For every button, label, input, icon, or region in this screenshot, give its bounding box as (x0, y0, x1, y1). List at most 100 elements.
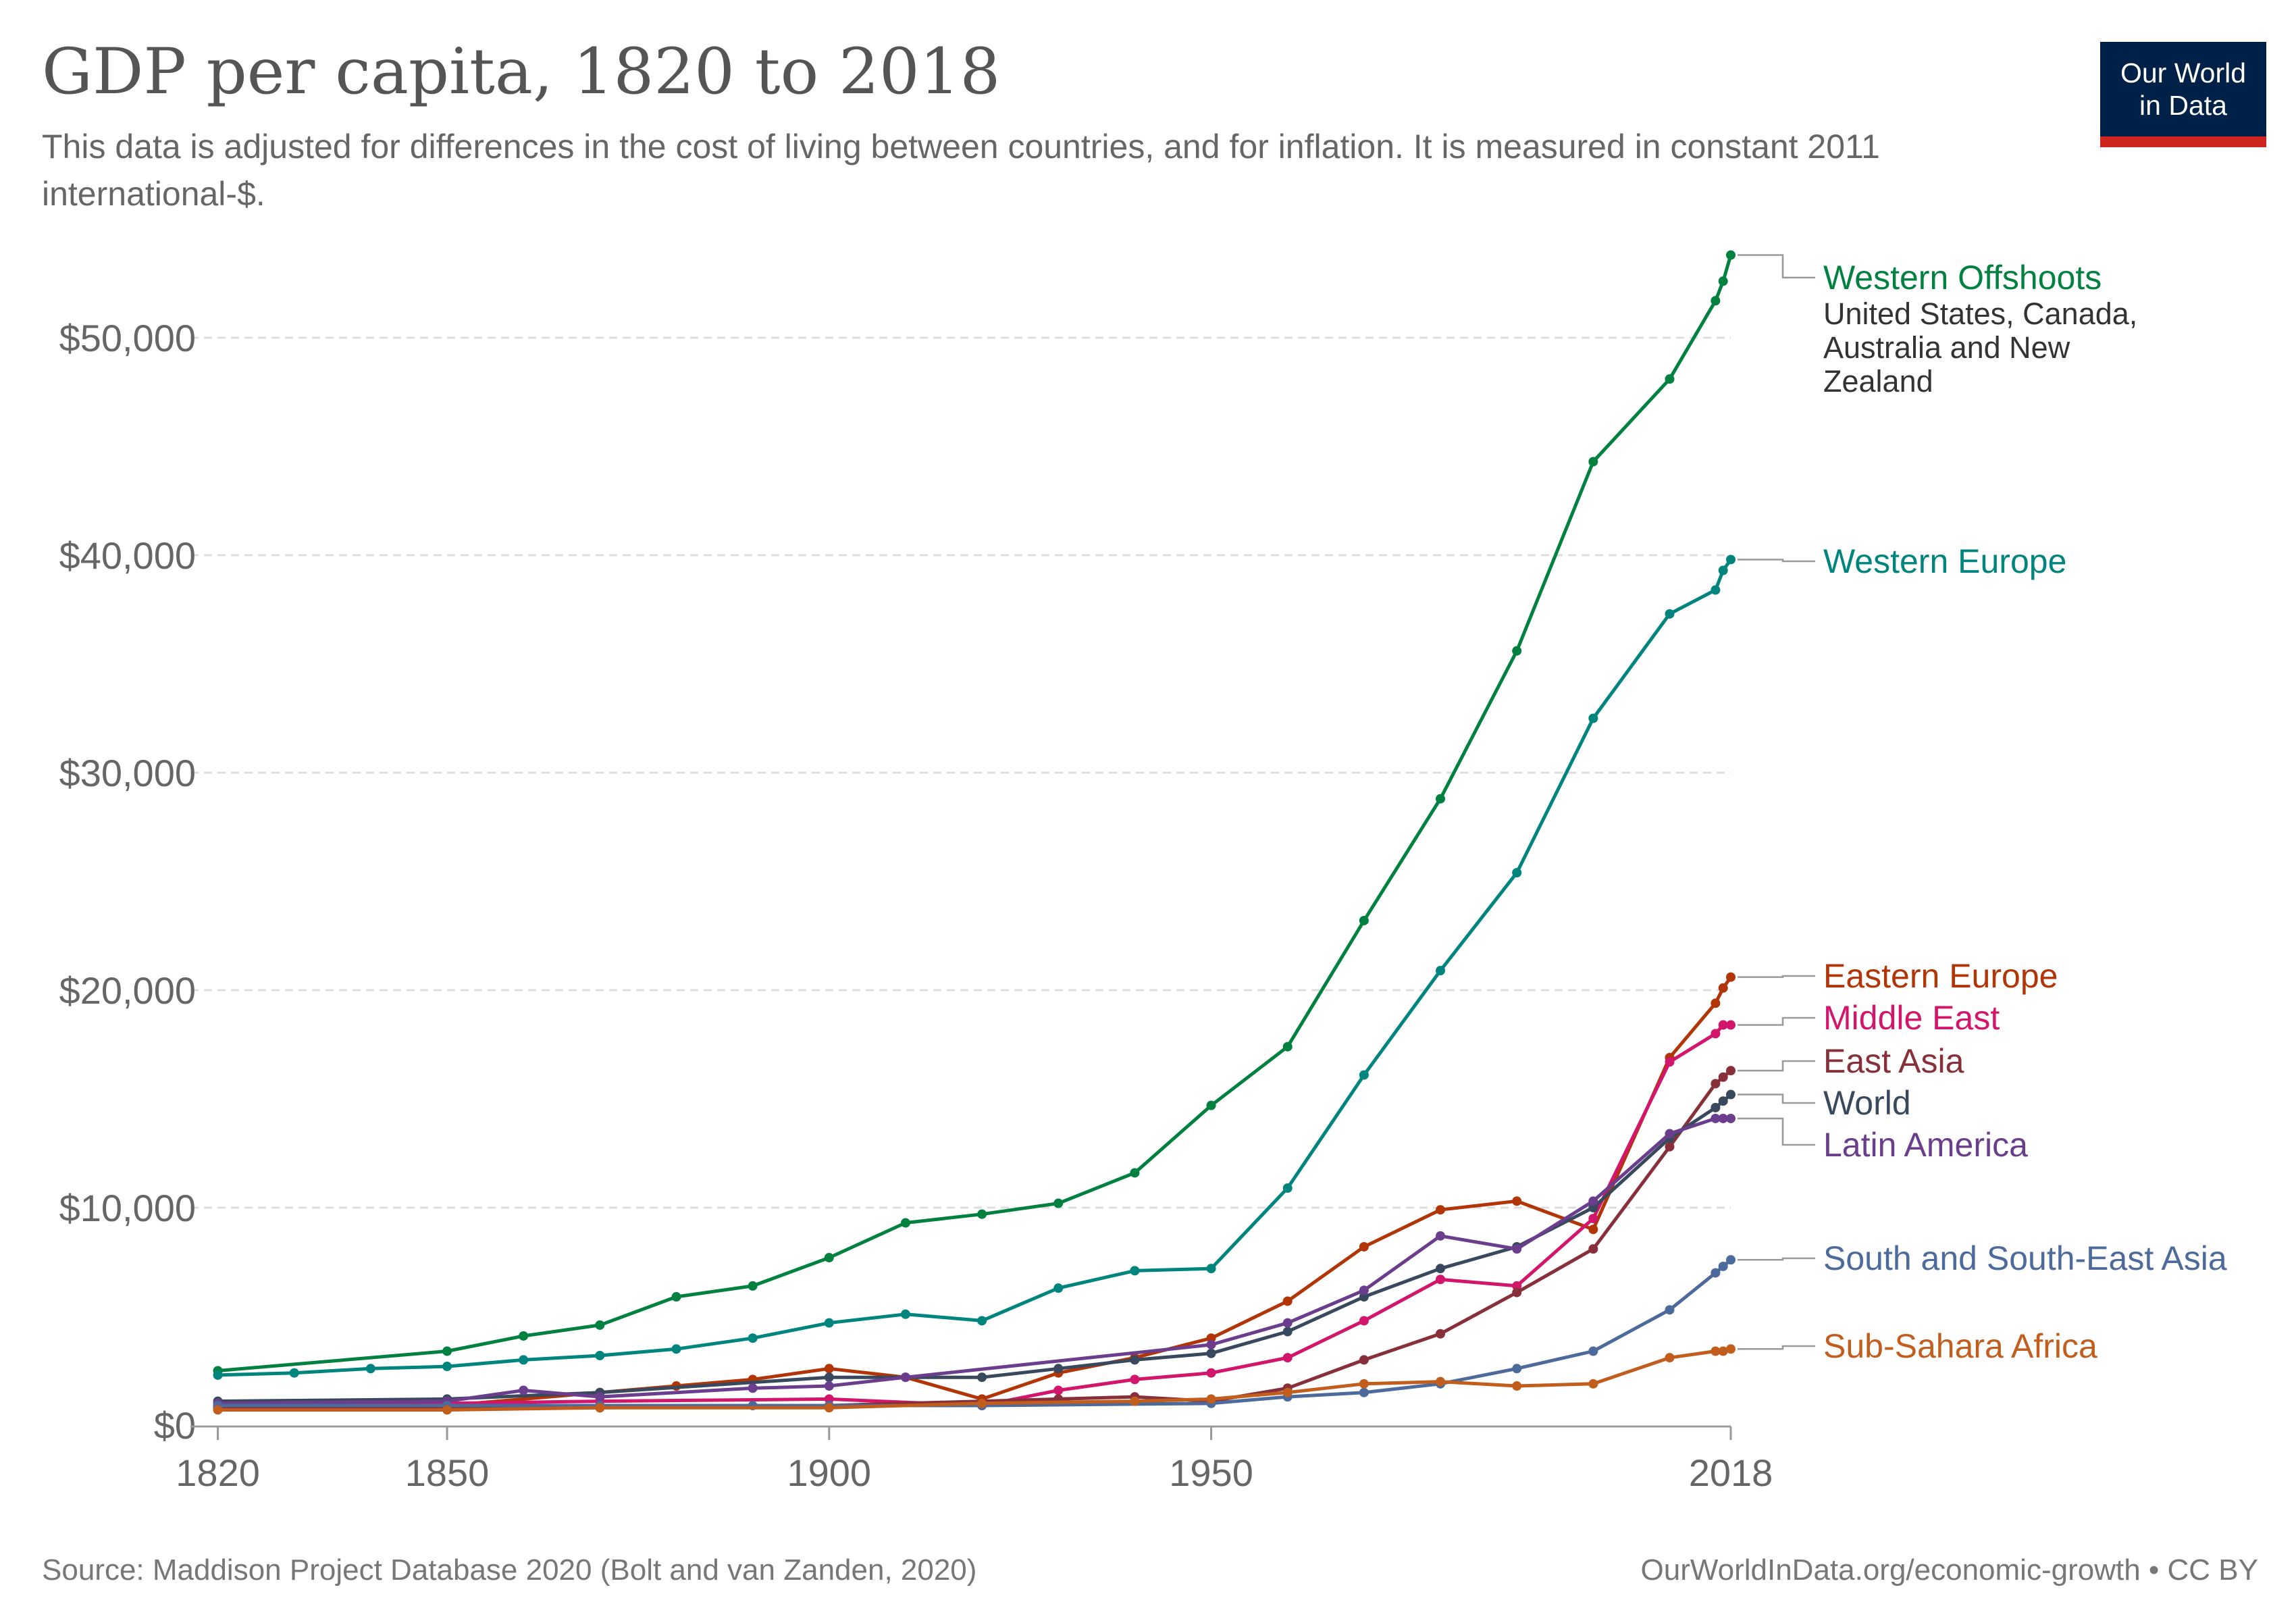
gridlines (190, 336, 1731, 1209)
series-line (217, 558, 1733, 1377)
data-point (1711, 1113, 1721, 1123)
data-point (1718, 1261, 1728, 1271)
data-point (748, 1281, 758, 1291)
y-tick-label: $40,000 (59, 534, 196, 577)
x-tick-label: 1950 (1169, 1451, 1253, 1494)
data-point (1665, 609, 1675, 619)
data-point (1130, 1168, 1140, 1178)
series-line (217, 1069, 1732, 1410)
legend-note: United States, Canada, Australia and New Z… (1823, 297, 2137, 398)
data-point (1359, 1316, 1369, 1326)
data-point (595, 1403, 605, 1413)
data-point (442, 1362, 452, 1372)
chart-title: GDP per capita, 1820 to 2018 (42, 35, 1001, 109)
data-point (1053, 1198, 1064, 1208)
y-tick-label: $30,000 (59, 752, 196, 794)
series-line (217, 1258, 1732, 1408)
data-point (1512, 868, 1522, 878)
data-point (1436, 1376, 1446, 1387)
data-point (1726, 1066, 1736, 1076)
data-point (1206, 1100, 1216, 1110)
data-point (1436, 1231, 1446, 1241)
legend-label: World (1823, 1084, 1911, 1122)
data-point (1512, 1196, 1522, 1206)
series-line (217, 1347, 1731, 1412)
data-point (1588, 1214, 1598, 1224)
data-point (748, 1333, 758, 1343)
data-point (1726, 555, 1736, 565)
data-point (1282, 1041, 1293, 1052)
data-point (1665, 1353, 1675, 1363)
data-point (824, 1372, 834, 1383)
legend-label: South and South-East Asia (1823, 1239, 2227, 1277)
legend-connector (1738, 1257, 1815, 1261)
data-point (365, 1364, 375, 1374)
data-point (519, 1355, 529, 1365)
legend-connector (1738, 254, 1815, 279)
data-point (1359, 915, 1369, 925)
data-point (1711, 585, 1721, 595)
data-point (1588, 1225, 1598, 1235)
series-line (217, 976, 1733, 1410)
data-point (1726, 1255, 1736, 1265)
legend-label: Sub-Sahara Africa (1823, 1327, 2097, 1365)
data-point (1512, 1381, 1522, 1391)
data-point (1665, 1305, 1675, 1315)
data-point (824, 1381, 834, 1391)
legend-label: East Asia (1823, 1042, 1964, 1080)
data-point (1726, 1089, 1736, 1100)
data-point (1711, 1079, 1721, 1089)
data-point (977, 1398, 987, 1408)
data-point (671, 1344, 681, 1354)
data-point (1436, 1205, 1446, 1215)
legend-connector (1738, 1345, 1815, 1350)
data-point (1436, 966, 1446, 976)
data-point (1718, 276, 1728, 286)
data-point (1282, 1327, 1293, 1337)
data-point (1206, 1394, 1216, 1404)
data-point (1726, 250, 1736, 260)
data-point (1588, 1196, 1598, 1206)
data-point (1359, 1292, 1369, 1302)
data-point (595, 1320, 605, 1330)
data-point (1282, 1183, 1293, 1193)
legend-label: Latin America (1823, 1126, 2028, 1164)
data-point (1436, 1329, 1446, 1339)
data-point (213, 1370, 223, 1380)
data-point (1436, 1264, 1446, 1274)
owid-logo[interactable]: Our World in Data (2100, 42, 2266, 147)
data-point (977, 1209, 987, 1219)
data-point (1130, 1396, 1140, 1406)
data-point (1588, 1346, 1598, 1356)
logo-line-2: in Data (2139, 90, 2227, 121)
data-point (824, 1403, 834, 1413)
data-point (824, 1394, 834, 1404)
data-point (1711, 1029, 1721, 1039)
data-point (1206, 1339, 1216, 1349)
series-lines (213, 250, 1736, 1415)
data-point (1718, 1346, 1728, 1356)
data-point (519, 1331, 529, 1341)
data-point (442, 1405, 452, 1415)
data-point (1512, 1364, 1522, 1374)
data-point (1282, 1353, 1293, 1363)
data-point (1588, 1379, 1598, 1389)
data-point (1359, 1379, 1369, 1389)
license-link[interactable]: OurWorldInData.org/economic-growth • CC … (1640, 1553, 2258, 1587)
data-point (1711, 296, 1721, 306)
data-point (824, 1253, 834, 1263)
data-point (1718, 565, 1728, 575)
legend-connector (1738, 1093, 1815, 1104)
data-point (595, 1350, 605, 1360)
y-tick-label: $10,000 (59, 1187, 196, 1229)
legend-label: Western Europe (1823, 542, 2066, 580)
data-point (1665, 1057, 1675, 1067)
data-point (1206, 1348, 1216, 1358)
legend-label: Western Offshoots (1823, 259, 2102, 297)
data-point (1282, 1296, 1293, 1306)
data-point (1436, 794, 1446, 804)
data-point (1718, 1020, 1728, 1030)
legend-connector (1738, 1017, 1815, 1026)
data-point (213, 1405, 223, 1415)
x-tick-label: 1850 (405, 1451, 490, 1494)
